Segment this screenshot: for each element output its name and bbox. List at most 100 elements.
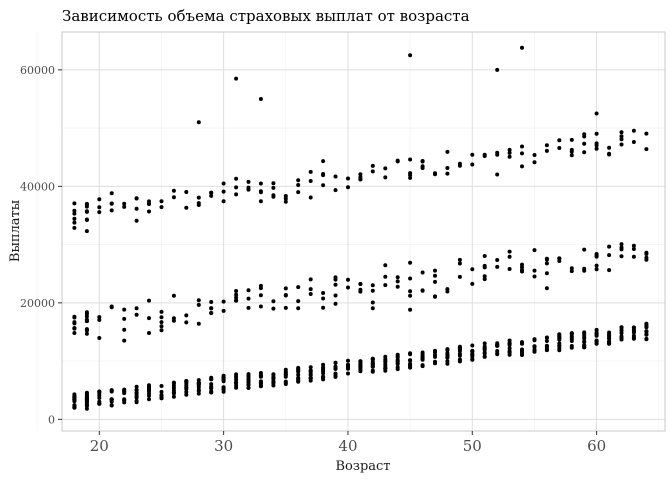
- data-point: [296, 299, 301, 304]
- data-point: [346, 371, 350, 376]
- data-point: [383, 359, 388, 364]
- data-point: [72, 320, 77, 325]
- data-point: [631, 140, 636, 144]
- data-point: [482, 277, 487, 282]
- data-point: [457, 261, 462, 266]
- data-point: [346, 366, 350, 371]
- data-point: [644, 323, 649, 328]
- data-point: [209, 390, 214, 395]
- data-point: [234, 380, 239, 385]
- data-point: [296, 183, 301, 187]
- data-point: [582, 266, 587, 271]
- data-point: [507, 249, 512, 254]
- data-point: [582, 247, 587, 252]
- data-point: [246, 379, 251, 384]
- data-point: [607, 336, 612, 341]
- data-point: [283, 382, 288, 386]
- data-point: [433, 360, 437, 365]
- data-point: [321, 183, 326, 188]
- data-point: [147, 316, 151, 321]
- data-point: [619, 334, 624, 339]
- data-point: [520, 151, 524, 156]
- data-point: [482, 350, 487, 355]
- chart-title: Зависимость объема страховых выплат от в…: [62, 7, 470, 25]
- data-point: [171, 388, 176, 393]
- data-point: [72, 208, 77, 213]
- data-point: [619, 325, 624, 330]
- data-point: [321, 375, 326, 380]
- data-point: [532, 337, 537, 342]
- data-point: [221, 299, 226, 304]
- data-point: [184, 383, 189, 388]
- data-point: [72, 331, 77, 335]
- data-point: [619, 134, 624, 139]
- y-tick-label: 40000: [20, 180, 55, 193]
- data-point: [246, 296, 251, 301]
- data-point: [134, 384, 139, 389]
- data-point: [234, 377, 239, 382]
- data-point: [358, 175, 363, 180]
- data-point: [544, 339, 549, 343]
- data-point: [159, 320, 164, 325]
- data-point: [346, 363, 350, 368]
- data-point: [408, 352, 413, 357]
- data-point: [283, 293, 288, 298]
- data-point: [582, 141, 587, 146]
- data-point: [97, 197, 102, 202]
- data-point: [594, 141, 599, 146]
- data-point: [408, 361, 413, 366]
- data-point: [72, 315, 77, 320]
- data-point: [420, 352, 425, 357]
- data-point: [408, 260, 413, 265]
- x-tick-label: 20: [90, 437, 109, 455]
- data-point: [520, 268, 524, 272]
- data-point: [84, 229, 89, 234]
- data-point: [619, 337, 624, 342]
- data-point: [544, 143, 549, 148]
- data-point: [607, 244, 612, 249]
- data-point: [383, 354, 388, 359]
- data-point: [544, 346, 549, 350]
- data-point: [594, 146, 599, 151]
- data-point: [358, 363, 363, 368]
- plot-panel: [61, 31, 666, 432]
- data-point: [258, 293, 263, 298]
- data-point: [433, 294, 437, 299]
- data-point: [72, 201, 77, 206]
- data-point: [283, 305, 288, 310]
- data-point: [507, 254, 512, 259]
- data-point: [321, 296, 326, 301]
- x-axis-ticks: 20 30 40 50 60: [90, 431, 606, 455]
- data-point: [333, 174, 338, 179]
- data-point: [258, 304, 263, 309]
- data-point: [631, 254, 636, 259]
- data-point: [134, 400, 139, 405]
- data-point: [433, 349, 437, 353]
- y-tick-label: 0: [48, 413, 55, 426]
- data-point: [507, 349, 512, 354]
- data-point: [482, 346, 487, 351]
- data-point: [246, 305, 251, 310]
- data-point: [159, 205, 164, 210]
- data-point: [520, 350, 524, 355]
- data-point: [507, 338, 512, 343]
- data-point: [209, 300, 214, 304]
- data-point: [159, 393, 164, 398]
- data-point: [109, 403, 114, 408]
- data-point: [296, 365, 301, 370]
- data-point: [631, 328, 636, 333]
- data-point: [507, 341, 512, 346]
- data-point: [134, 196, 139, 201]
- data-point: [445, 361, 450, 366]
- data-point: [283, 372, 288, 377]
- data-point: [209, 306, 214, 311]
- data-point: [271, 306, 276, 311]
- data-point: [147, 298, 151, 303]
- data-point: [582, 331, 587, 336]
- data-point: [395, 279, 400, 284]
- data-point: [557, 146, 562, 150]
- data-point: [209, 377, 214, 382]
- data-point: [97, 318, 102, 322]
- data-point: [258, 189, 263, 194]
- data-point: [184, 390, 189, 394]
